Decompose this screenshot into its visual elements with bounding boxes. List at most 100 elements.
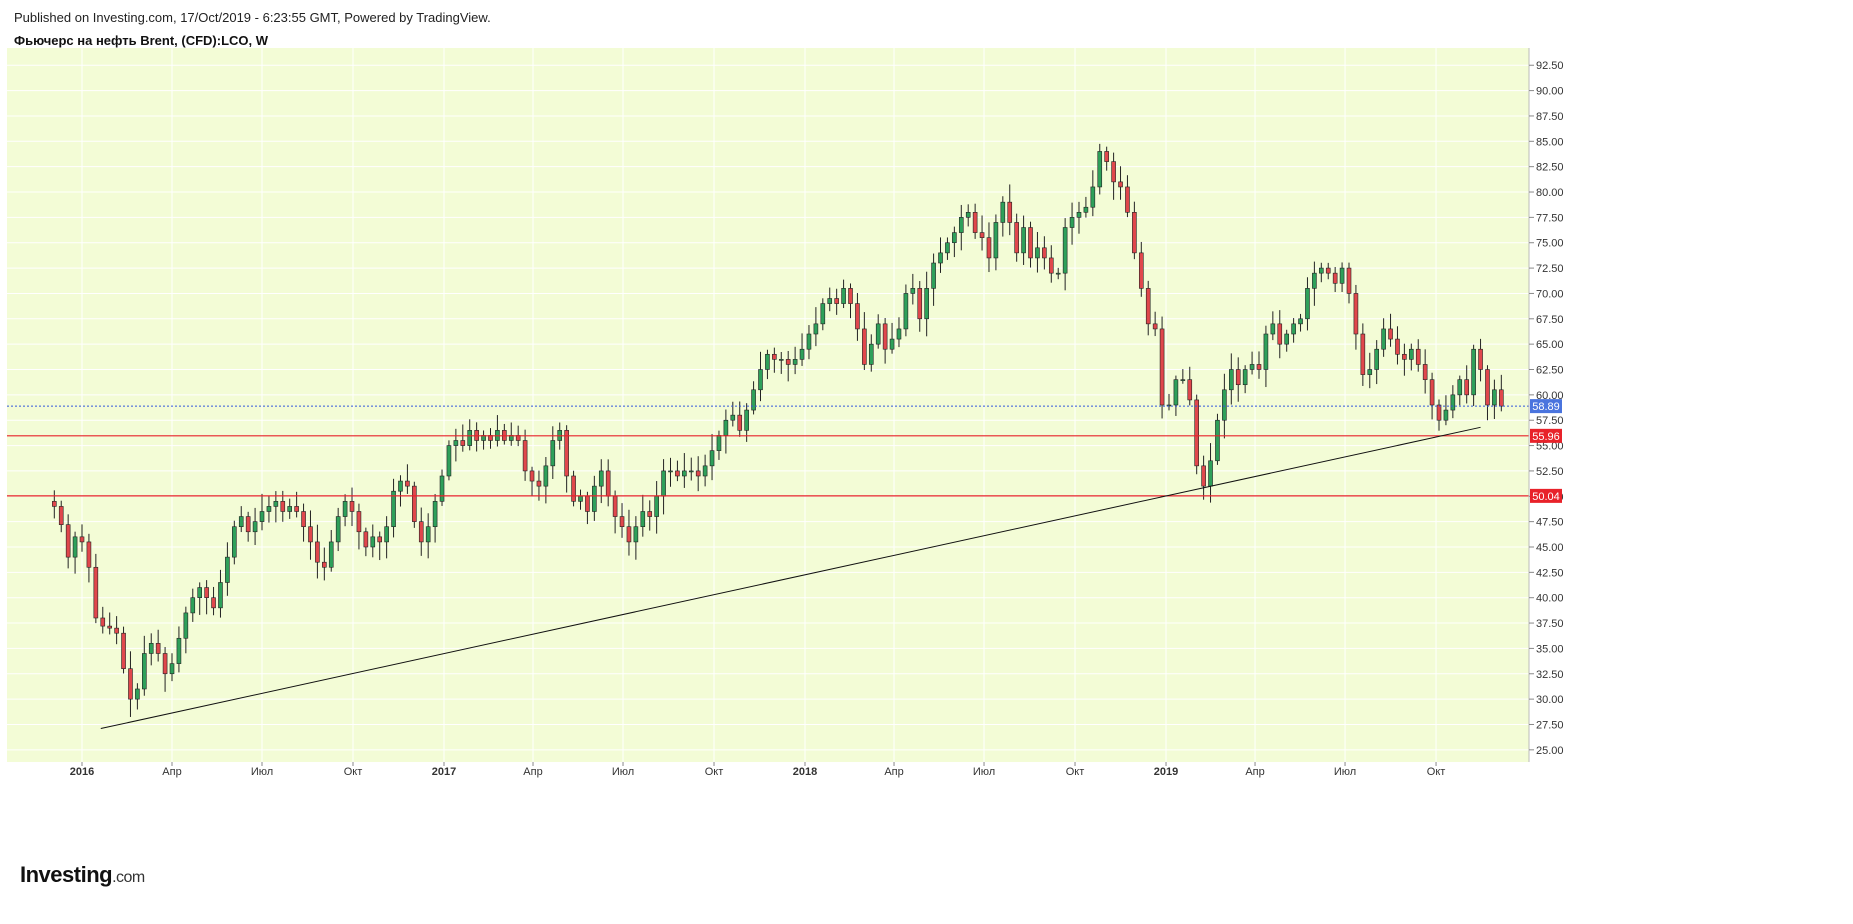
candle-body <box>467 430 473 446</box>
candle-body <box>1332 272 1338 284</box>
x-tick-label: Окт <box>1066 766 1085 778</box>
candle-body <box>1076 212 1082 218</box>
candle-body <box>875 323 881 345</box>
candle-body <box>1048 257 1054 274</box>
candle-body <box>723 419 729 436</box>
plot-area[interactable] <box>7 48 1529 762</box>
candle-body <box>1346 267 1352 294</box>
y-tick-label: 62.50 <box>1536 365 1564 377</box>
y-tick-label: 57.50 <box>1536 415 1564 427</box>
candle-body <box>792 359 798 365</box>
candle-body <box>1450 394 1456 411</box>
candle-body <box>744 409 749 431</box>
candle-body <box>585 495 590 512</box>
candle-body <box>204 587 209 598</box>
candle-body <box>1464 379 1469 396</box>
candle-body <box>1457 379 1463 396</box>
candle-body <box>1395 338 1400 355</box>
candle-body <box>363 531 369 548</box>
candle-body <box>827 298 833 304</box>
candle-body <box>384 526 389 543</box>
candle-body <box>1429 379 1435 406</box>
candle-body <box>778 359 784 361</box>
chart-title: Фьючерс на нефть Brent, (CFD):LCO, W <box>14 33 269 48</box>
x-tick-label: 2018 <box>793 766 817 778</box>
candle-body <box>737 414 743 431</box>
candle-body <box>135 688 140 700</box>
candle-body <box>938 252 943 264</box>
candle-body <box>1235 369 1241 386</box>
candle-body <box>1201 465 1206 487</box>
x-tick-label: Июл <box>973 766 995 778</box>
candle-body <box>315 541 320 563</box>
candle-body <box>1256 364 1262 370</box>
candle-body <box>633 526 639 543</box>
candle-body <box>232 526 237 558</box>
x-tick-label: Апр <box>1245 766 1264 778</box>
candle-body <box>52 501 57 507</box>
candle-body <box>1270 323 1276 335</box>
candle-body <box>86 541 92 568</box>
candle-body <box>1215 419 1220 462</box>
candle-body <box>308 526 313 543</box>
x-tick-label: Июл <box>251 766 273 778</box>
candle-body <box>460 440 466 446</box>
candle-body <box>100 617 106 627</box>
candle-body <box>1325 267 1331 274</box>
x-tick-label: Апр <box>523 766 542 778</box>
candle-body <box>446 445 452 477</box>
candle-body <box>1402 353 1407 360</box>
candle-body <box>342 501 348 517</box>
candle-body <box>1367 369 1373 375</box>
candle-body <box>806 333 812 350</box>
candle-body <box>522 440 528 472</box>
candle-body <box>107 625 112 629</box>
x-tick-label: Окт <box>344 766 363 778</box>
support-badge-bg <box>1530 488 1562 503</box>
candle-body <box>917 288 923 320</box>
candle-body <box>675 470 680 477</box>
candle-body <box>1152 323 1158 330</box>
candle-body <box>398 480 403 492</box>
candle-body <box>1138 252 1144 289</box>
trendline[interactable] <box>100 426 1481 730</box>
x-tick-label: Апр <box>162 766 181 778</box>
candle-body <box>370 536 376 548</box>
candle-body <box>335 516 341 543</box>
candle-body <box>190 597 196 614</box>
candle-body <box>765 353 770 370</box>
candle-body <box>716 435 722 451</box>
candle-body <box>418 521 424 543</box>
candle-body <box>1305 288 1310 320</box>
candle-body <box>1090 186 1096 208</box>
candle-body <box>799 348 805 360</box>
y-tick-label: 47.50 <box>1536 517 1564 529</box>
candle-body <box>529 470 535 482</box>
candle-body <box>65 524 71 558</box>
candle-body <box>972 212 978 233</box>
y-tick-label: 45.00 <box>1536 542 1564 554</box>
candle-body <box>328 541 334 568</box>
y-tick-label: 60.00 <box>1536 390 1564 402</box>
candle-body <box>148 643 154 654</box>
candle-body <box>391 490 396 528</box>
candle-body <box>1360 333 1366 375</box>
candle-body <box>1284 333 1289 345</box>
candles <box>52 143 1504 717</box>
support-badge-label: 55.96 <box>1532 431 1560 443</box>
candle-body <box>266 506 272 512</box>
candle-body <box>758 369 763 391</box>
candle-body <box>855 303 860 330</box>
candle-body <box>1180 379 1186 381</box>
candle-body <box>841 288 846 304</box>
candle-body <box>903 293 909 330</box>
candle-body <box>1145 288 1151 325</box>
candle-body <box>619 516 625 528</box>
candle-body <box>1083 206 1089 213</box>
candle-body <box>1007 201 1013 223</box>
candle-body <box>1339 267 1345 284</box>
candle-body <box>668 470 673 473</box>
candle-body <box>592 485 597 512</box>
candle-body <box>910 288 916 294</box>
